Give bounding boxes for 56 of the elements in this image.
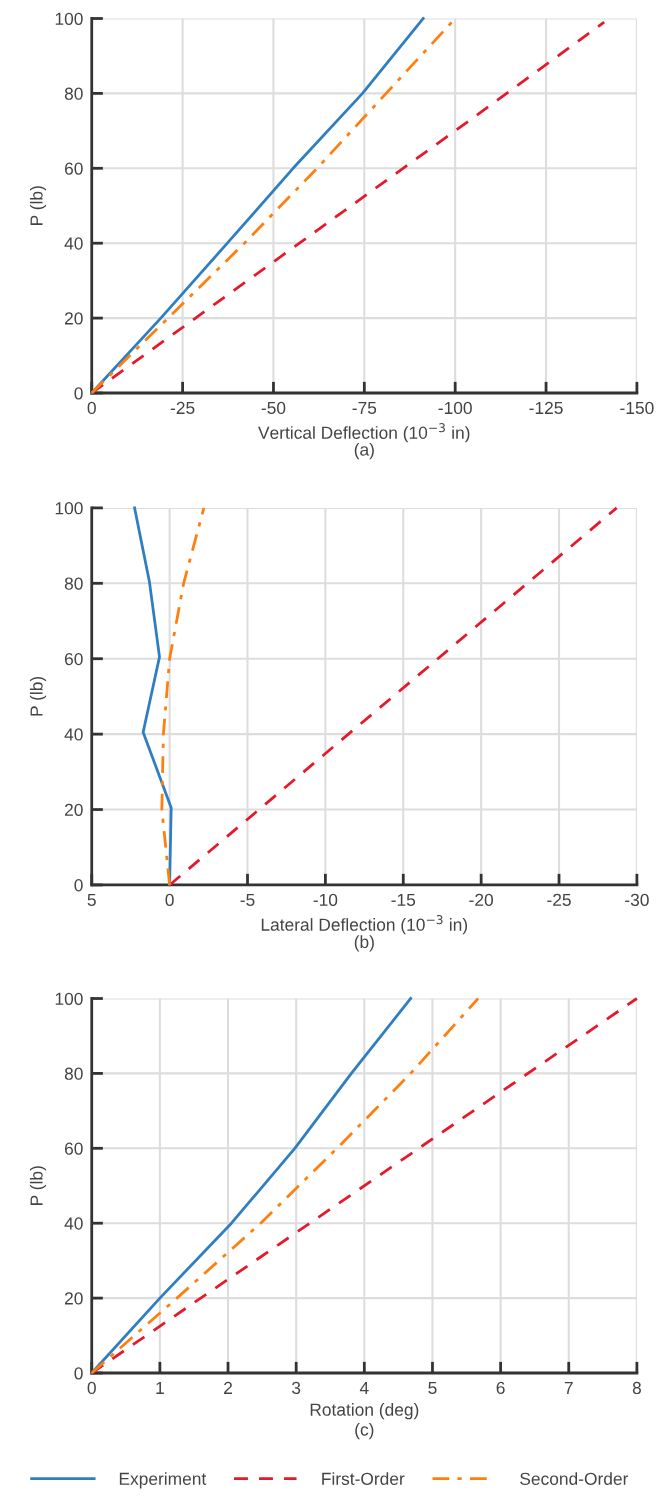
y-tick-label: 0 bbox=[74, 387, 83, 400]
y-tick-label: 40 bbox=[64, 237, 83, 250]
x-tick-label: 8 bbox=[632, 1381, 641, 1395]
legend-label: Second-Order bbox=[520, 1472, 629, 1485]
x-tick-label: 2 bbox=[224, 1381, 232, 1394]
x-tick-label: -30 bbox=[625, 893, 649, 907]
x-tick-label: 0 bbox=[87, 401, 96, 415]
line-series bbox=[160, 506, 206, 887]
text: (c) bbox=[355, 1422, 374, 1440]
x-tick-label: -150 bbox=[620, 401, 654, 415]
x-tick-label: 6 bbox=[496, 1381, 505, 1395]
x-tick-label: 5 bbox=[428, 1381, 437, 1395]
y-tick-label: 80 bbox=[64, 87, 83, 100]
x-tick-label: -20 bbox=[469, 893, 494, 907]
y-tick-label: 60 bbox=[64, 1142, 83, 1155]
y-tick-label: 40 bbox=[64, 728, 83, 741]
x-axis-title: Vertical Deflection (10$^{−3}$ in) bbox=[258, 423, 470, 443]
x-tick-label: 5 bbox=[87, 893, 96, 907]
y-tick-label: 100 bbox=[55, 502, 83, 515]
line-series bbox=[133, 506, 173, 887]
y-tick-label: 40 bbox=[64, 1217, 83, 1230]
y-tick-label: 100 bbox=[55, 12, 83, 25]
y-tick-label: 0 bbox=[74, 879, 83, 892]
x-tick-label: -15 bbox=[391, 893, 416, 907]
x-tick-label: -100 bbox=[438, 401, 472, 415]
x-tick-label: -125 bbox=[529, 401, 563, 415]
x-tick-label: 0 bbox=[165, 893, 174, 907]
x-tick-label: -75 bbox=[352, 401, 377, 415]
y-tick-label: 20 bbox=[64, 312, 83, 325]
legend-label: Experiment bbox=[119, 1472, 207, 1489]
y-tick-label: 60 bbox=[64, 652, 83, 666]
x-tick-label: -25 bbox=[547, 893, 571, 907]
y-tick-label: 60 bbox=[64, 162, 83, 175]
x-tick-label: 7 bbox=[564, 1381, 573, 1394]
x-tick-label: -10 bbox=[313, 893, 338, 907]
y-tick-label: 20 bbox=[64, 1292, 83, 1305]
text: (a) bbox=[354, 442, 374, 460]
y-axis-title: P (lb) bbox=[29, 1166, 47, 1205]
x-tick-label: -5 bbox=[240, 893, 255, 907]
x-tick-label: 1 bbox=[156, 1381, 164, 1394]
x-tick-label: -50 bbox=[261, 401, 286, 415]
y-tick-label: 80 bbox=[64, 1067, 83, 1080]
x-axis-title: Lateral Deflection (10$^{−3}$ in) bbox=[261, 915, 468, 935]
y-axis-title: P (lb) bbox=[29, 186, 47, 225]
x-tick-label: 0 bbox=[87, 1381, 96, 1395]
x-tick-label: 3 bbox=[292, 1381, 301, 1395]
x-tick-label: -25 bbox=[170, 401, 195, 415]
text: (b) bbox=[354, 935, 374, 952]
x-axis-title: Rotation (deg) bbox=[310, 1403, 419, 1420]
legend-label: First-Order bbox=[322, 1472, 405, 1485]
y-tick-label: 80 bbox=[64, 577, 83, 590]
x-tick-label: 4 bbox=[359, 1381, 369, 1394]
y-tick-label: 100 bbox=[55, 992, 83, 1005]
y-tick-label: 20 bbox=[64, 803, 83, 816]
y-axis-title: P (lb) bbox=[29, 676, 47, 716]
y-tick-label: 0 bbox=[74, 1367, 83, 1380]
